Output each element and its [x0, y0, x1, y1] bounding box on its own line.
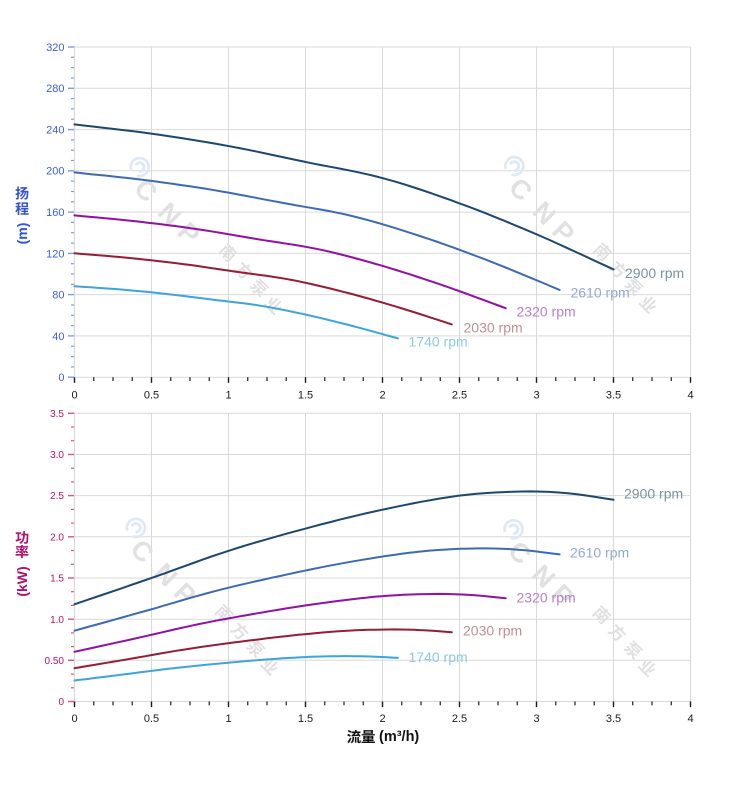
svg-text:240: 240	[46, 125, 64, 137]
svg-text:160: 160	[46, 207, 64, 219]
svg-text:2320 rpm: 2320 rpm	[517, 303, 576, 319]
svg-text:1.0: 1.0	[50, 615, 64, 626]
svg-text:3.5: 3.5	[50, 409, 64, 420]
svg-text:2: 2	[379, 389, 385, 401]
svg-text:(kW): (kW)	[14, 566, 30, 596]
svg-text:1.5: 1.5	[50, 574, 64, 585]
svg-text:280: 280	[46, 83, 64, 95]
svg-text:2030 rpm: 2030 rpm	[464, 319, 523, 335]
svg-text:2030 rpm: 2030 rpm	[463, 623, 522, 639]
svg-text:320: 320	[46, 42, 64, 54]
svg-text:2.0: 2.0	[50, 532, 64, 543]
svg-text:1: 1	[225, 389, 231, 401]
svg-text:2610 rpm: 2610 rpm	[570, 544, 629, 560]
svg-text:80: 80	[52, 290, 64, 302]
svg-text:2.5: 2.5	[50, 491, 64, 502]
svg-text:0: 0	[58, 372, 64, 384]
svg-text:1.5: 1.5	[298, 389, 313, 401]
svg-text:120: 120	[46, 248, 64, 260]
svg-text:0: 0	[71, 713, 77, 725]
svg-text:1: 1	[225, 713, 231, 725]
svg-text:2900 rpm: 2900 rpm	[624, 485, 683, 501]
svg-text:(m³/h): (m³/h)	[379, 729, 419, 745]
svg-text:2.5: 2.5	[452, 389, 467, 401]
svg-text:3.5: 3.5	[606, 713, 621, 725]
svg-text:0: 0	[58, 697, 64, 708]
svg-text:4: 4	[687, 389, 693, 401]
svg-text:1740 rpm: 1740 rpm	[409, 333, 468, 349]
svg-text:4: 4	[687, 713, 693, 725]
svg-text:0.5: 0.5	[144, 713, 159, 725]
svg-text:3.5: 3.5	[606, 389, 621, 401]
svg-text:2610 rpm: 2610 rpm	[571, 284, 630, 300]
svg-text:3: 3	[533, 389, 539, 401]
svg-text:2.5: 2.5	[452, 713, 467, 725]
svg-text:0.50: 0.50	[45, 656, 65, 667]
svg-text:0.5: 0.5	[144, 389, 159, 401]
svg-text:0: 0	[71, 389, 77, 401]
svg-text:40: 40	[52, 331, 64, 343]
svg-text:1.5: 1.5	[298, 713, 313, 725]
svg-text:2: 2	[379, 713, 385, 725]
svg-text:(m): (m)	[14, 223, 30, 245]
svg-text:1740 rpm: 1740 rpm	[409, 649, 468, 665]
svg-text:2320 rpm: 2320 rpm	[517, 589, 576, 605]
svg-text:3: 3	[533, 713, 539, 725]
svg-text:3.0: 3.0	[50, 450, 64, 461]
svg-text:200: 200	[46, 166, 64, 178]
svg-text:2900 rpm: 2900 rpm	[625, 265, 684, 281]
